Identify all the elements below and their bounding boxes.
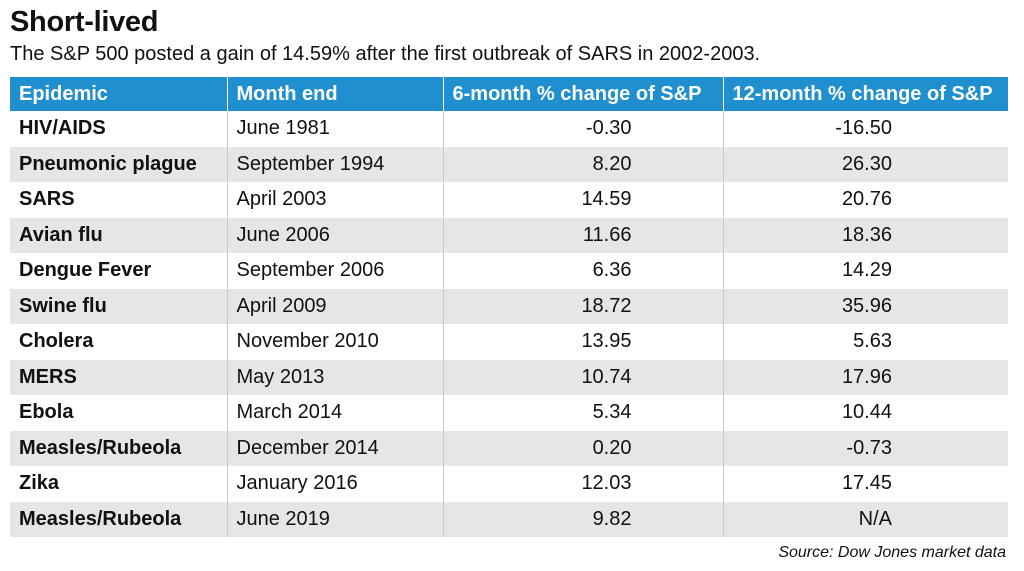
chart-subtitle: The S&P 500 posted a gain of 14.59% afte…	[10, 43, 761, 65]
cell-epidemic: HIV/AIDS	[10, 111, 228, 147]
cell-6-month-change: 6.36	[443, 253, 724, 289]
table-row: Zika January 2016 12.03 17.45	[10, 466, 1008, 502]
column-header-6-month-change: 6-month % change of S&P	[443, 77, 724, 111]
table-row: Dengue Fever September 2006 6.36 14.29	[10, 253, 1008, 289]
cell-epidemic: Measles/Rubeola	[10, 501, 228, 537]
cell-6-month-change: 9.82	[443, 501, 724, 537]
column-header-epidemic: Epidemic	[10, 77, 228, 111]
cell-month-end: June 2006	[227, 217, 444, 253]
cell-epidemic: Swine flu	[10, 288, 228, 324]
cell-month-end: March 2014	[227, 395, 444, 431]
cell-12-month-change: 20.76	[723, 182, 1008, 218]
cell-6-month-change: 8.20	[443, 146, 724, 182]
cell-12-month-change: 17.96	[723, 359, 1008, 395]
cell-epidemic: SARS	[10, 182, 228, 218]
table-row: HIV/AIDS June 1981 -0.30 -16.50	[10, 111, 1008, 147]
cell-month-end: June 1981	[227, 111, 444, 147]
cell-month-end: April 2009	[227, 288, 444, 324]
cell-epidemic: Zika	[10, 466, 228, 502]
cell-epidemic: Cholera	[10, 324, 228, 360]
cell-12-month-change: 35.96	[723, 288, 1008, 324]
table-row: SARS April 2003 14.59 20.76	[10, 182, 1008, 218]
table-row: Cholera November 2010 13.95 5.63	[10, 324, 1008, 360]
cell-6-month-change: 12.03	[443, 466, 724, 502]
cell-12-month-change: 26.30	[723, 146, 1008, 182]
cell-6-month-change: 13.95	[443, 324, 724, 360]
table-row: Pneumonic plague September 1994 8.20 26.30	[10, 146, 1008, 182]
data-table: Epidemic Month end 6-month % change of S…	[10, 77, 1008, 537]
table-row: MERS May 2013 10.74 17.96	[10, 359, 1008, 395]
cell-12-month-change: 14.29	[723, 253, 1008, 289]
cell-epidemic: Measles/Rubeola	[10, 430, 228, 466]
cell-month-end: April 2003	[227, 182, 444, 218]
table-row: Ebola March 2014 5.34 10.44	[10, 395, 1008, 431]
table-row: Swine flu April 2009 18.72 35.96	[10, 288, 1008, 324]
cell-month-end: May 2013	[227, 359, 444, 395]
cell-month-end: November 2010	[227, 324, 444, 360]
cell-epidemic: MERS	[10, 359, 228, 395]
table-body: HIV/AIDS June 1981 -0.30 -16.50 Pneumonic pl…	[10, 111, 1008, 537]
cell-12-month-change: 17.45	[723, 466, 1008, 502]
table-row: Measles/Rubeola December 2014 0.20 -0.73	[10, 430, 1008, 466]
source-note: Source: Dow Jones market data	[778, 544, 1006, 561]
cell-6-month-change: 11.66	[443, 217, 724, 253]
cell-month-end: September 2006	[227, 253, 444, 289]
chart-title: Short-lived	[10, 6, 159, 38]
cell-month-end: June 2019	[227, 501, 444, 537]
cell-month-end: December 2014	[227, 430, 444, 466]
column-header-month-end: Month end	[227, 77, 444, 111]
cell-12-month-change: 10.44	[723, 395, 1008, 431]
cell-6-month-change: 0.20	[443, 430, 724, 466]
table-row: Measles/Rubeola June 2019 9.82 N/A	[10, 501, 1008, 537]
cell-6-month-change: 14.59	[443, 182, 724, 218]
cell-month-end: January 2016	[227, 466, 444, 502]
cell-epidemic: Dengue Fever	[10, 253, 228, 289]
cell-month-end: September 1994	[227, 146, 444, 182]
cell-12-month-change: -0.73	[723, 430, 1008, 466]
cell-12-month-change: N/A	[723, 501, 1008, 537]
cell-epidemic: Pneumonic plague	[10, 146, 228, 182]
table-row: Avian flu June 2006 11.66 18.36	[10, 217, 1008, 253]
cell-12-month-change: 5.63	[723, 324, 1008, 360]
cell-6-month-change: 5.34	[443, 395, 724, 431]
header-row: Epidemic Month end 6-month % change of S…	[10, 77, 1008, 111]
cell-6-month-change: -0.30	[443, 111, 724, 147]
cell-12-month-change: -16.50	[723, 111, 1008, 147]
cell-epidemic: Avian flu	[10, 217, 228, 253]
cell-6-month-change: 10.74	[443, 359, 724, 395]
column-header-12-month-change: 12-month % change of S&P	[723, 77, 1008, 111]
cell-6-month-change: 18.72	[443, 288, 724, 324]
cell-epidemic: Ebola	[10, 395, 228, 431]
cell-12-month-change: 18.36	[723, 217, 1008, 253]
